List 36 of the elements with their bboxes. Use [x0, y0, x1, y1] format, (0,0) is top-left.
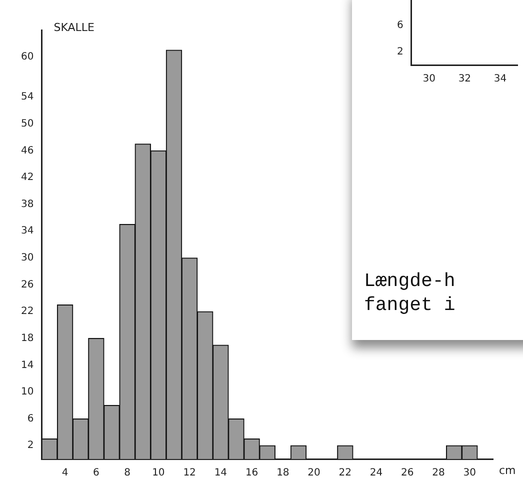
annotation: Længde-h [364, 270, 456, 292]
y-tick-label: 60 [20, 51, 34, 62]
x-tick-label: 18 [276, 468, 290, 479]
x-tick-label: 6 [93, 468, 100, 479]
x-tick-label: 14 [214, 468, 228, 479]
x-tick-label: 32 [458, 74, 472, 85]
y-tick-label: 26 [20, 279, 34, 290]
y-tick-label: 46 [20, 145, 34, 156]
annotation: fanget i [364, 294, 456, 316]
x-tick-label: 28 [432, 468, 445, 479]
x-tick-label: 30 [463, 468, 476, 479]
x-tick-label: 20 [308, 468, 320, 479]
y-tick-label: 34 [20, 226, 34, 237]
y-tick-label: 6 [27, 413, 34, 424]
x-tick-label: 12 [183, 468, 196, 479]
x-tick-label: 4 [62, 468, 68, 479]
y-tick-label: 38 [20, 198, 34, 210]
x-tick-label: 10 [152, 468, 165, 479]
x-tick-label: 22 [338, 468, 352, 479]
y-tick-label: 18 [20, 332, 34, 344]
y-tick-label: 54 [20, 92, 34, 103]
y-tick-label: 2 [27, 440, 34, 452]
y-tick-label: 14 [20, 360, 34, 371]
y-tick-label: 30 [20, 252, 34, 264]
y-tick-label: 2 [396, 46, 404, 58]
x-tick-label: 16 [245, 468, 258, 479]
y-tick-label: 10 [20, 386, 34, 398]
y-tick-label: 42 [20, 172, 34, 184]
x-tick-label: 24 [370, 468, 383, 479]
chart-title: SKALLE [54, 20, 95, 34]
y-tick-label: 22 [20, 306, 34, 318]
x-tick-label: 30 [422, 74, 436, 85]
x-axis-title: cm [499, 464, 516, 477]
x-tick-label: 8 [124, 468, 130, 479]
y-tick-label: 50 [20, 118, 34, 130]
x-tick-label: 34 [494, 74, 507, 85]
